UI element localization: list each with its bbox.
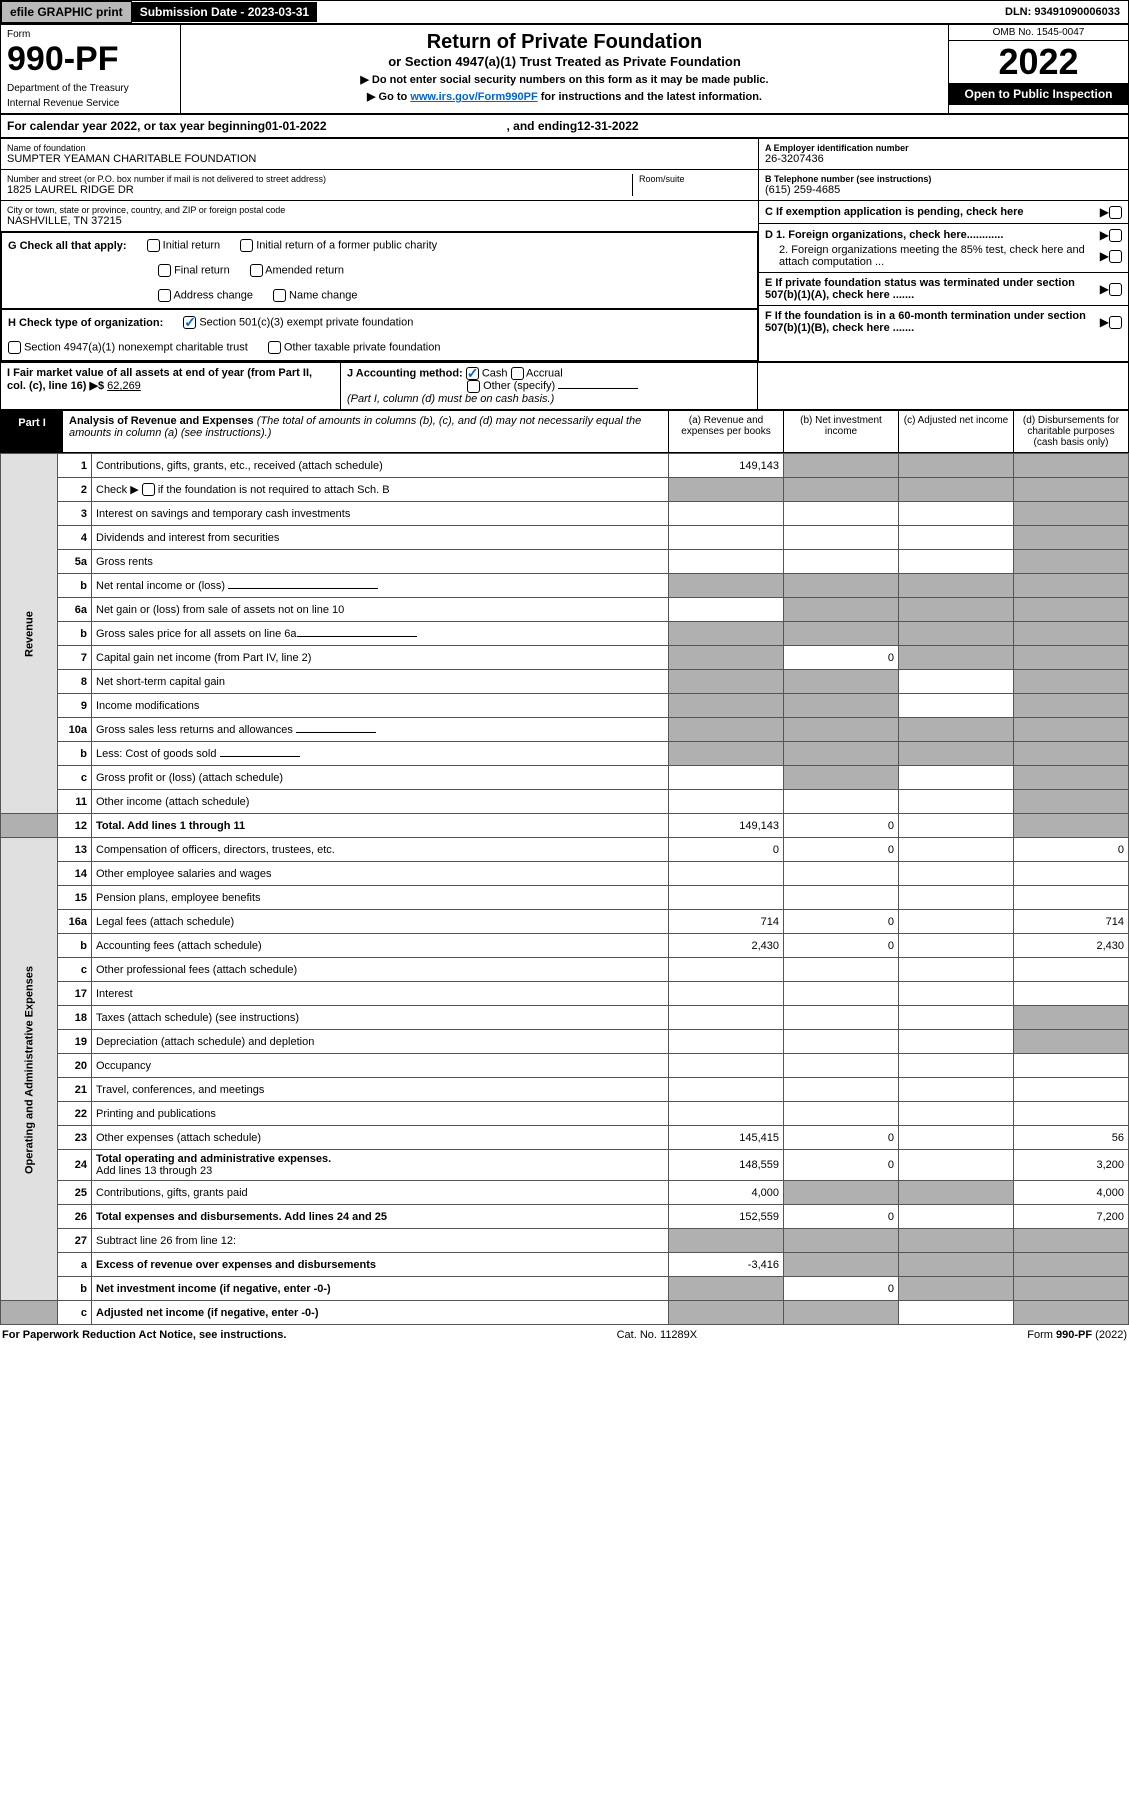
open-to-public: Open to Public Inspection xyxy=(949,83,1128,105)
dln: DLN: 93491090006033 xyxy=(997,3,1128,21)
initial-return-checkbox[interactable] xyxy=(147,239,160,252)
cat-no: Cat. No. 11289X xyxy=(617,1329,698,1341)
cash-checkbox[interactable] xyxy=(466,367,479,380)
phone: (615) 259-4685 xyxy=(765,184,1122,196)
instruction-2: ▶ Go to www.irs.gov/Form990PF for instru… xyxy=(187,90,942,103)
part1-header: Part I Analysis of Revenue and Expenses … xyxy=(0,410,1129,453)
part1-title: Analysis of Revenue and Expenses xyxy=(69,415,254,427)
col-d-header: (d) Disbursements for charitable purpose… xyxy=(1013,411,1128,452)
room-label: Room/suite xyxy=(639,174,752,184)
h-checkboxes: H Check type of organization: Section 50… xyxy=(1,309,758,361)
g-checkboxes: G Check all that apply: Initial return I… xyxy=(1,232,758,309)
city-label: City or town, state or province, country… xyxy=(7,205,752,215)
other-taxable-checkbox[interactable] xyxy=(268,341,281,354)
amended-return-checkbox[interactable] xyxy=(250,264,263,277)
final-return-checkbox[interactable] xyxy=(158,264,171,277)
expenses-sidebar: Operating and Administrative Expenses xyxy=(1,838,58,1301)
col-c-header: (c) Adjusted net income xyxy=(898,411,1013,452)
col-b-header: (b) Net investment income xyxy=(783,411,898,452)
efile-print-button[interactable]: efile GRAPHIC print xyxy=(1,1,132,23)
d1-label: D 1. Foreign organizations, check here..… xyxy=(765,229,1100,241)
initial-return-former-checkbox[interactable] xyxy=(240,239,253,252)
form-word: Form xyxy=(7,29,174,40)
submission-date-label: Submission Date - 2023-03-31 xyxy=(132,2,317,22)
footer: For Paperwork Reduction Act Notice, see … xyxy=(0,1325,1129,1345)
form-header: Form 990-PF Department of the Treasury I… xyxy=(0,24,1129,114)
other-method-checkbox[interactable] xyxy=(467,380,480,393)
address-label: Number and street (or P.O. box number if… xyxy=(7,174,632,184)
foreign-org-checkbox[interactable] xyxy=(1109,229,1122,242)
paperwork-notice: For Paperwork Reduction Act Notice, see … xyxy=(2,1329,286,1341)
cash-basis-note: (Part I, column (d) must be on cash basi… xyxy=(347,393,554,405)
exemption-pending-checkbox[interactable] xyxy=(1109,206,1122,219)
omb-number: OMB No. 1545-0047 xyxy=(949,25,1128,41)
accounting-label: J Accounting method: xyxy=(347,367,463,379)
fmv-label: I Fair market value of all assets at end… xyxy=(7,367,312,392)
ein: 26-3207436 xyxy=(765,153,1122,165)
form-number: 990-PF xyxy=(7,40,174,79)
part1-label: Part I xyxy=(1,411,63,452)
form-subtitle: or Section 4947(a)(1) Trust Treated as P… xyxy=(187,54,942,69)
fmv-accounting-row: I Fair market value of all assets at end… xyxy=(0,362,1129,410)
d2-label: 2. Foreign organizations meeting the 85%… xyxy=(765,244,1100,268)
city: NASHVILLE, TN 37215 xyxy=(7,215,752,227)
irs: Internal Revenue Service xyxy=(7,98,174,109)
name-change-checkbox[interactable] xyxy=(273,289,286,302)
schb-checkbox[interactable] xyxy=(142,483,155,496)
department: Department of the Treasury xyxy=(7,83,174,94)
tax-year: 2022 xyxy=(949,41,1128,83)
501c3-checkbox[interactable] xyxy=(183,316,196,329)
c-label: C If exemption application is pending, c… xyxy=(765,206,1100,218)
topbar: efile GRAPHIC print Submission Date - 20… xyxy=(0,0,1129,24)
calendar-year-row: For calendar year 2022, or tax year begi… xyxy=(0,114,1129,138)
address-change-checkbox[interactable] xyxy=(158,289,171,302)
part1-table: Revenue 1Contributions, gifts, grants, e… xyxy=(0,453,1129,1325)
name-label: Name of foundation xyxy=(7,143,752,153)
ein-label: A Employer identification number xyxy=(765,143,1122,153)
address: 1825 LAUREL RIDGE DR xyxy=(7,184,632,196)
instruction-1: ▶ Do not enter social security numbers o… xyxy=(187,73,942,86)
status-terminated-checkbox[interactable] xyxy=(1109,283,1122,296)
form-instructions-link[interactable]: www.irs.gov/Form990PF xyxy=(410,91,537,103)
foreign-85-checkbox[interactable] xyxy=(1109,250,1122,263)
e-label: E If private foundation status was termi… xyxy=(765,277,1100,301)
form-footer: Form 990-PF (2022) xyxy=(1027,1329,1127,1341)
f-label: F If the foundation is in a 60-month ter… xyxy=(765,310,1100,334)
col-a-header: (a) Revenue and expenses per books xyxy=(668,411,783,452)
foundation-name: SUMPTER YEAMAN CHARITABLE FOUNDATION xyxy=(7,153,752,165)
h-label: H Check type of organization: xyxy=(8,317,163,329)
accrual-checkbox[interactable] xyxy=(511,367,524,380)
foundation-info: Name of foundation SUMPTER YEAMAN CHARIT… xyxy=(0,138,1129,362)
4947a1-checkbox[interactable] xyxy=(8,341,21,354)
revenue-sidebar: Revenue xyxy=(1,454,58,814)
fmv-value: 62,269 xyxy=(107,380,141,392)
phone-label: B Telephone number (see instructions) xyxy=(765,174,1122,184)
60month-checkbox[interactable] xyxy=(1109,316,1122,329)
g-label: G Check all that apply: xyxy=(8,240,127,252)
form-title: Return of Private Foundation xyxy=(187,31,942,54)
